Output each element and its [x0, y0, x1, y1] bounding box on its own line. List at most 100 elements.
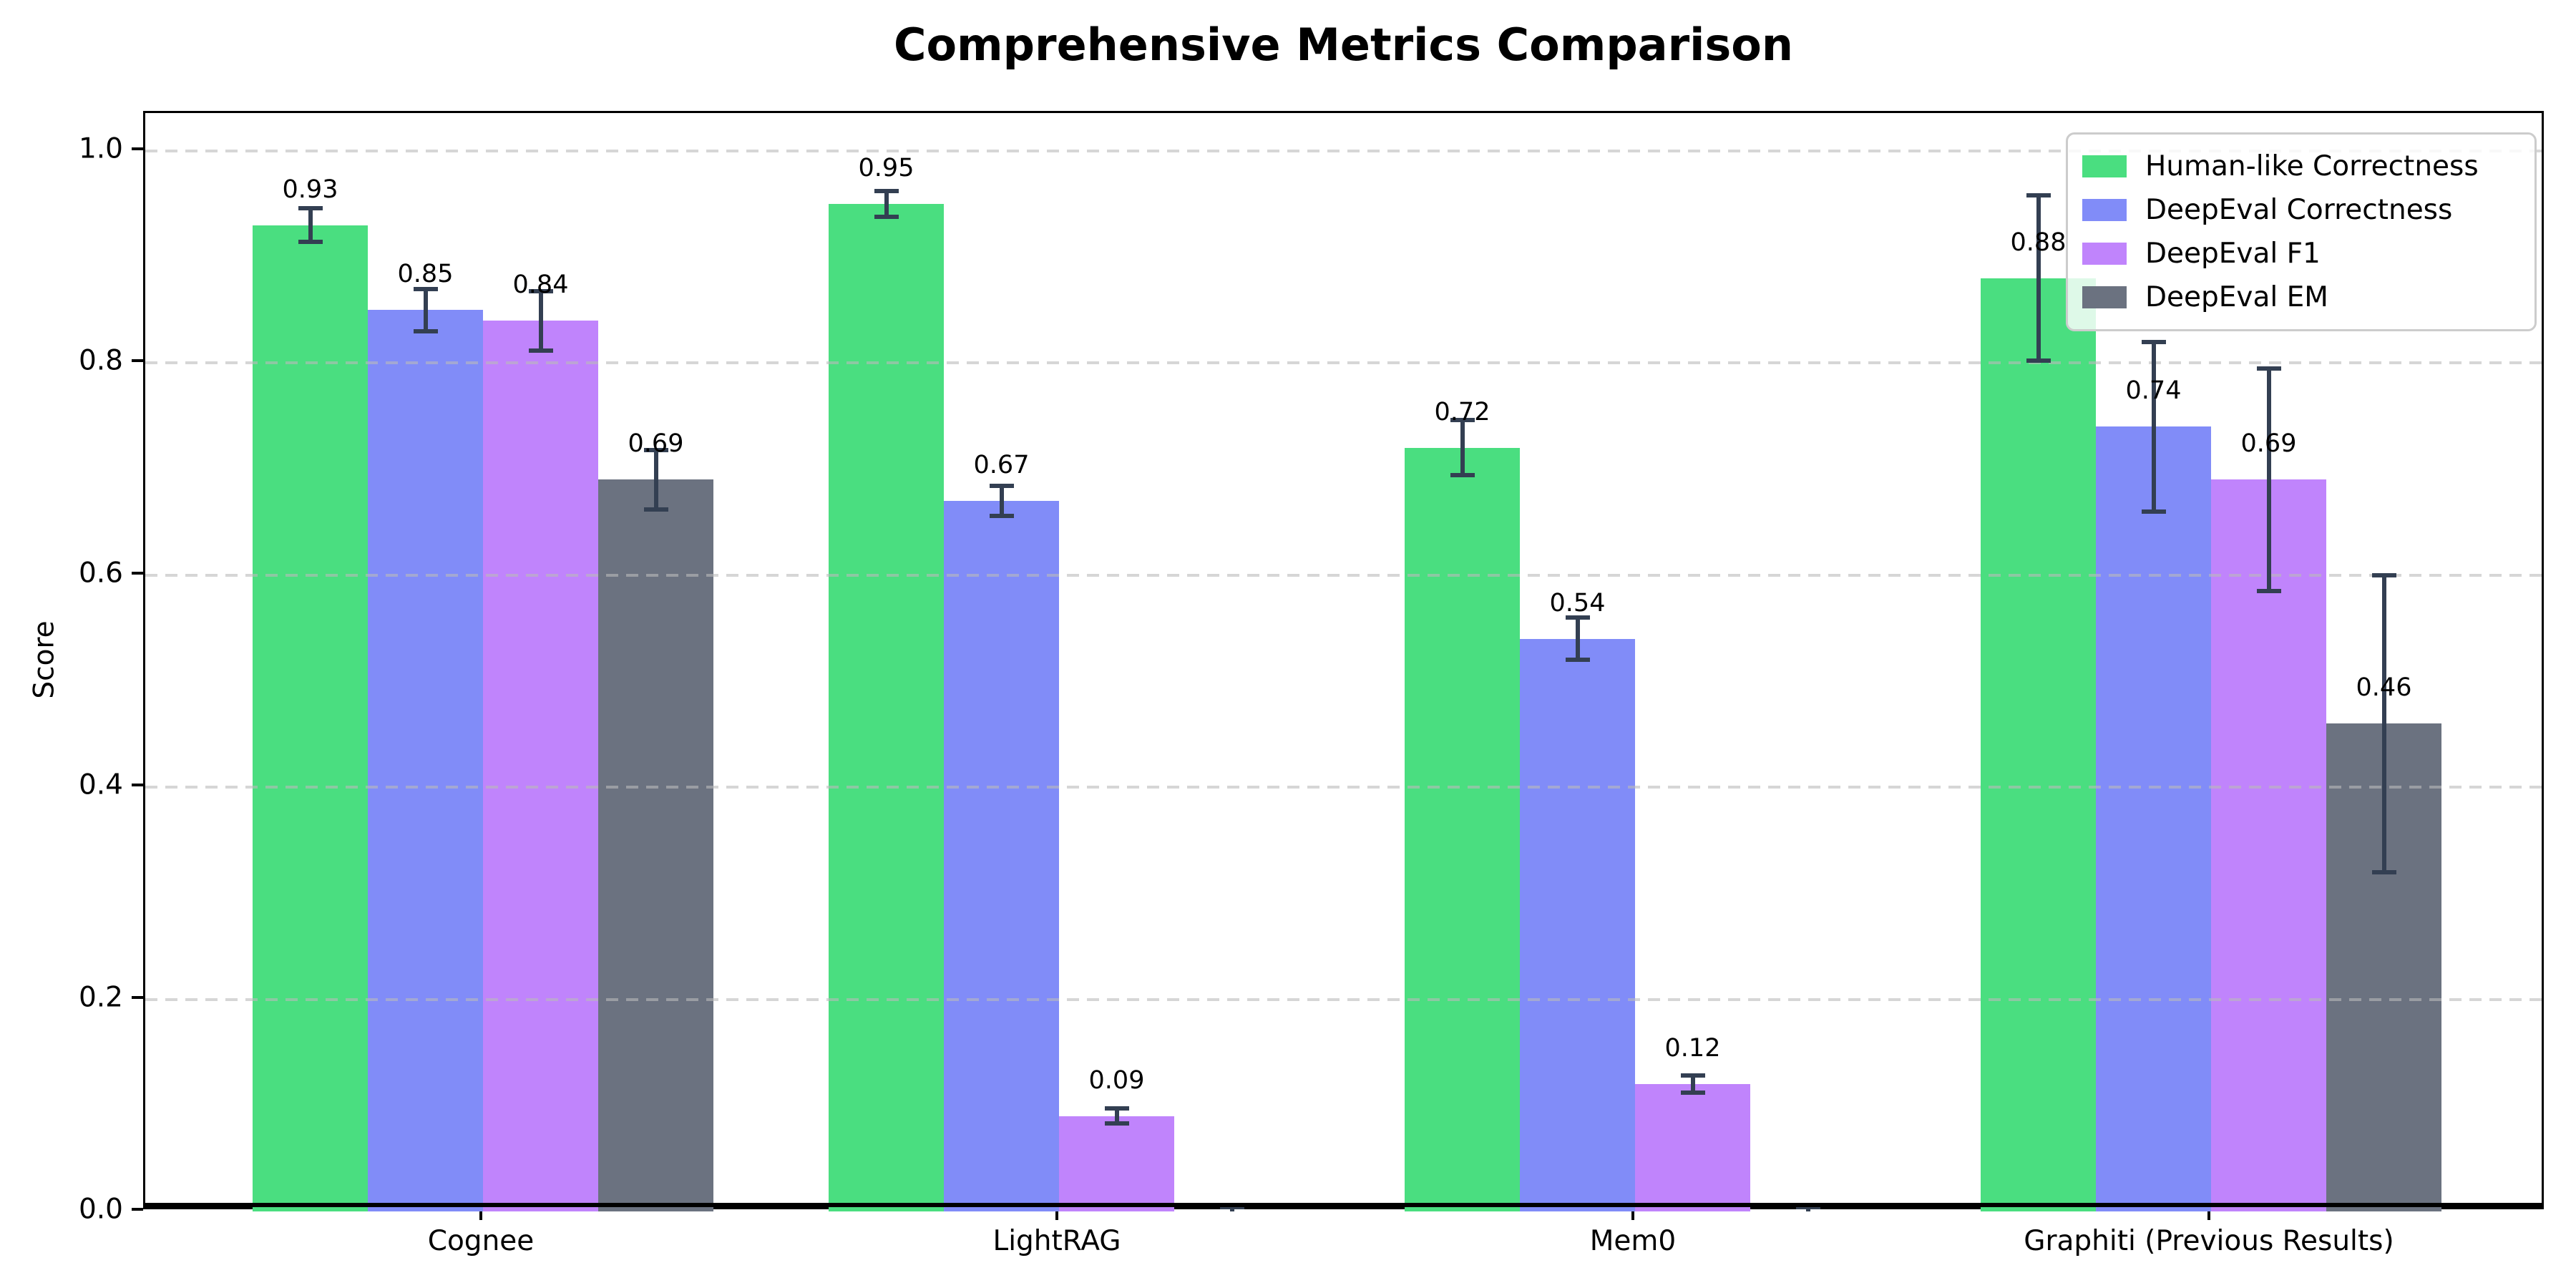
error-cap-bottom-human-like-correctness-cognee — [298, 240, 323, 245]
y-tick-mark-0.2 — [132, 995, 143, 999]
bar-deepeval-f1-mem0 — [1635, 1084, 1750, 1211]
bar-value-label-deepeval-f1-lightrag: 0.09 — [1088, 1065, 1145, 1095]
bar-deepeval-f1-cognee — [483, 321, 598, 1211]
error-bar-deepeval-correctness-lightrag — [999, 486, 1004, 516]
gridline-0.4 — [145, 786, 2542, 789]
x-tick-mark-mem0 — [1631, 1209, 1634, 1220]
bar-value-label-human-like-correctness-graphiti-previous-results: 0.88 — [2010, 228, 2067, 257]
bar-value-label-human-like-correctness-cognee: 0.93 — [282, 175, 338, 204]
error-cap-bottom-deepeval-correctness-cognee — [413, 328, 438, 333]
error-cap-top-human-like-correctness-mem0 — [1450, 418, 1475, 423]
gridline-0.2 — [145, 997, 2542, 1001]
error-cap-bottom-human-like-correctness-graphiti-previous-results — [2026, 358, 2051, 364]
bar-value-label-deepeval-correctness-cognee: 0.85 — [397, 260, 454, 289]
error-cap-bottom-deepeval-f1-graphiti-previous-results — [2256, 589, 2281, 594]
chart-title: Comprehensive Metrics Comparison — [893, 19, 1794, 71]
error-cap-top-human-like-correctness-cognee — [298, 206, 323, 211]
bar-human-like-correctness-lightrag — [829, 204, 944, 1211]
x-tick-label-cognee: Cognee — [427, 1225, 535, 1257]
error-cap-bottom-deepeval-f1-cognee — [528, 348, 553, 353]
x-tick-label-lightrag: LightRAG — [992, 1225, 1121, 1257]
y-axis-label: Score — [28, 620, 61, 699]
error-cap-bottom-deepeval-f1-mem0 — [1680, 1091, 1705, 1096]
bar-value-label-deepeval-f1-cognee: 0.84 — [512, 270, 569, 300]
bar-value-label-deepeval-correctness-graphiti-previous-results: 0.74 — [2125, 376, 2182, 406]
legend-item-human-like-correctness: Human-like Correctness — [2082, 145, 2520, 188]
bar-deepeval-f1-graphiti-previous-results — [2211, 479, 2326, 1211]
error-cap-top-deepeval-f1-cognee — [528, 288, 553, 293]
y-tick-label-0.0: 0.0 — [78, 1193, 123, 1226]
error-bar-human-like-correctness-lightrag — [884, 191, 889, 217]
error-cap-top-deepeval-correctness-lightrag — [989, 484, 1014, 489]
bar-human-like-correctness-mem0 — [1405, 447, 1520, 1211]
error-cap-bottom-deepeval-em-graphiti-previous-results — [2371, 869, 2396, 874]
error-cap-top-human-like-correctness-lightrag — [874, 189, 899, 194]
y-tick-mark-1.0 — [132, 147, 143, 150]
bar-deepeval-correctness-lightrag — [944, 501, 1059, 1211]
error-cap-top-human-like-correctness-graphiti-previous-results — [2026, 193, 2051, 198]
bar-deepeval-correctness-mem0 — [1520, 638, 1635, 1211]
error-cap-bottom-deepeval-correctness-mem0 — [1565, 658, 1590, 663]
error-bar-human-like-correctness-cognee — [308, 208, 313, 243]
y-tick-label-0.4: 0.4 — [78, 769, 123, 801]
bar-deepeval-f1-lightrag — [1059, 1116, 1174, 1211]
legend-swatch-deepeval-f1 — [2082, 243, 2127, 265]
legend-label-human-like-correctness: Human-like Correctness — [2145, 150, 2479, 182]
x-axis-line — [145, 1203, 2542, 1207]
legend-label-deepeval-em: DeepEval EM — [2145, 281, 2328, 313]
legend-item-deepeval-em: DeepEval EM — [2082, 275, 2520, 319]
bar-value-label-deepeval-f1-graphiti-previous-results: 0.69 — [2240, 429, 2297, 459]
bar-deepeval-correctness-graphiti-previous-results — [2096, 426, 2211, 1211]
error-bar-deepeval-f1-cognee — [538, 291, 543, 351]
error-cap-top-deepeval-correctness-mem0 — [1565, 615, 1590, 620]
y-tick-label-0.6: 0.6 — [78, 557, 123, 590]
legend-item-deepeval-correctness: DeepEval Correctness — [2082, 188, 2520, 232]
error-bar-human-like-correctness-graphiti-previous-results — [2036, 195, 2041, 361]
error-bar-deepeval-f1-graphiti-previous-results — [2266, 368, 2271, 592]
error-cap-bottom-deepeval-em-mem0 — [1795, 1205, 1820, 1209]
legend-swatch-deepeval-em — [2082, 286, 2127, 308]
gridline-0.8 — [145, 361, 2542, 365]
bar-deepeval-em-cognee — [598, 479, 713, 1211]
legend-item-deepeval-f1: DeepEval F1 — [2082, 232, 2520, 275]
error-cap-bottom-deepeval-correctness-lightrag — [989, 513, 1014, 518]
error-bar-human-like-correctness-mem0 — [1460, 420, 1465, 476]
bar-value-label-deepeval-em-graphiti-previous-results: 0.46 — [2356, 673, 2412, 703]
error-cap-top-deepeval-f1-lightrag — [1104, 1106, 1129, 1111]
y-tick-mark-0.4 — [132, 784, 143, 787]
error-cap-top-deepeval-em-graphiti-previous-results — [2371, 572, 2396, 577]
error-bar-deepeval-correctness-mem0 — [1575, 618, 1580, 660]
error-bar-deepeval-correctness-cognee — [423, 288, 428, 331]
y-tick-label-0.8: 0.8 — [78, 344, 123, 377]
bar-value-label-human-like-correctness-lightrag: 0.95 — [858, 154, 914, 183]
x-tick-label-mem0: Mem0 — [1589, 1225, 1677, 1257]
legend-label-deepeval-f1: DeepEval F1 — [2145, 238, 2321, 270]
legend-swatch-deepeval-correctness — [2082, 199, 2127, 221]
y-tick-mark-0.6 — [132, 571, 143, 575]
error-cap-top-deepeval-f1-graphiti-previous-results — [2256, 366, 2281, 371]
error-bar-deepeval-em-cognee — [653, 449, 658, 509]
error-bar-deepeval-em-graphiti-previous-results — [2381, 575, 2386, 872]
bar-value-label-deepeval-correctness-mem0: 0.54 — [1549, 588, 1606, 618]
y-tick-mark-0.8 — [132, 359, 143, 363]
error-cap-bottom-human-like-correctness-mem0 — [1450, 473, 1475, 478]
x-tick-mark-lightrag — [1055, 1209, 1058, 1220]
error-cap-top-deepeval-correctness-cognee — [413, 286, 438, 291]
bar-value-label-human-like-correctness-mem0: 0.72 — [1434, 397, 1491, 426]
error-bar-deepeval-correctness-graphiti-previous-results — [2151, 341, 2156, 512]
gridline-0.6 — [145, 573, 2542, 577]
legend-swatch-human-like-correctness — [2082, 155, 2127, 177]
x-tick-label-graphiti-previous-results: Graphiti (Previous Results) — [2024, 1225, 2394, 1257]
error-cap-bottom-deepeval-correctness-graphiti-previous-results — [2141, 509, 2166, 514]
bar-deepeval-correctness-cognee — [368, 310, 483, 1211]
error-cap-bottom-deepeval-f1-lightrag — [1104, 1121, 1129, 1126]
gridline-1 — [145, 150, 2542, 152]
legend-label-deepeval-correctness: DeepEval Correctness — [2145, 194, 2453, 226]
error-cap-top-deepeval-em-cognee — [643, 447, 668, 452]
error-bar-deepeval-f1-lightrag — [1114, 1108, 1119, 1123]
bar-value-label-deepeval-correctness-lightrag: 0.67 — [973, 451, 1030, 480]
bar-human-like-correctness-cognee — [253, 225, 368, 1211]
error-cap-bottom-deepeval-em-lightrag — [1219, 1205, 1244, 1209]
x-tick-mark-graphiti-previous-results — [2207, 1209, 2210, 1220]
